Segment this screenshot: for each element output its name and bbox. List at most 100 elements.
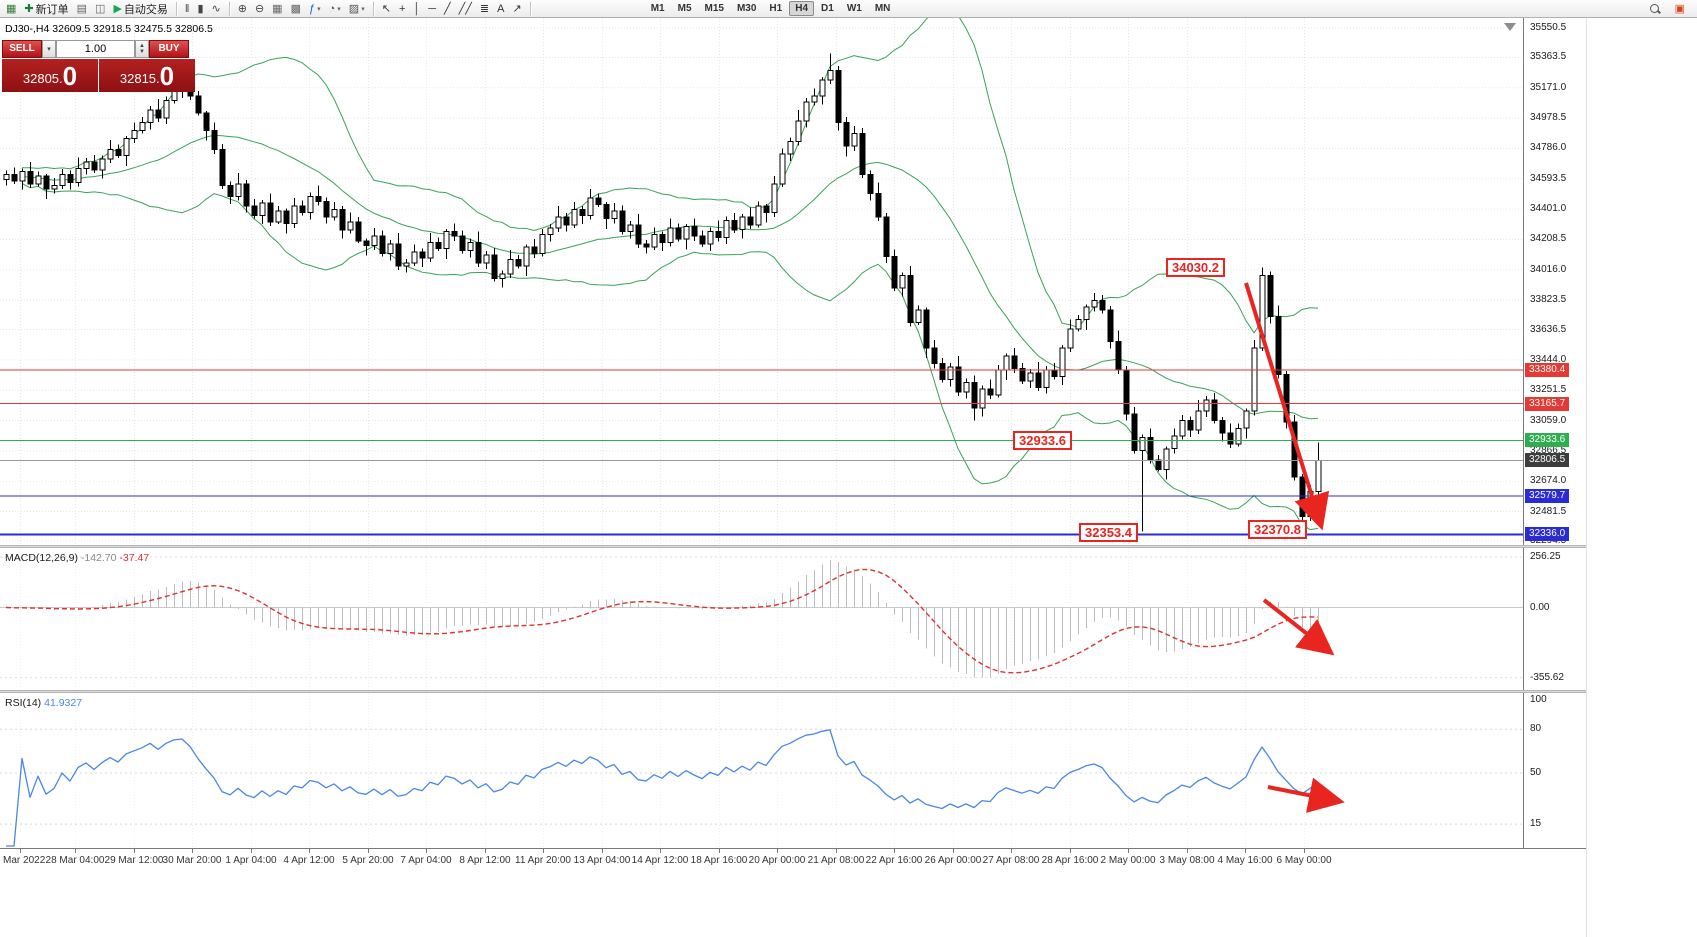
periods-button[interactable]: ◔ ▾	[325, 1, 345, 17]
symbol-ohlc-readout: DJ30-,H4 32609.5 32918.5 32475.5 32806.5	[5, 23, 213, 35]
arrange-windows-button[interactable]: ▩	[287, 1, 305, 17]
timeframe-mn-button[interactable]: MN	[869, 1, 897, 16]
crosshair-button[interactable]: +	[395, 1, 409, 17]
time-label: 27 Apr 08:00	[982, 855, 1040, 866]
auto-trading-button[interactable]: ▶ 自动交易	[109, 1, 171, 17]
panel-splitter[interactable]	[0, 690, 1586, 693]
macd-name: MACD(12,26,9)	[5, 552, 78, 564]
buy-button[interactable]: BUY	[149, 40, 189, 58]
timeframe-m15-button[interactable]: M15	[699, 1, 730, 16]
price-label: 33059.0	[1530, 414, 1567, 426]
rsi-label: RSI(14) 41.9327	[5, 697, 82, 709]
chart-candles-button[interactable]: ▮	[193, 1, 207, 17]
profiles-button[interactable]: ▤	[73, 1, 91, 17]
price-label: 34786.0	[1530, 142, 1567, 154]
sell-button[interactable]: SELL	[2, 40, 42, 58]
chart-candles-icon: ▮	[197, 2, 204, 15]
timeframe-h4-button[interactable]: H4	[789, 1, 815, 16]
one-click-trading-widget: SELL ▾ ▲▼ BUY 32805. 0 32815. 0	[2, 40, 195, 92]
timeframe-m5-button[interactable]: M5	[672, 1, 698, 16]
price-annotation[interactable]: 32933.6	[1013, 431, 1072, 450]
templates-button[interactable]: ▨ ▾	[345, 1, 369, 17]
periods-icon: ◔	[328, 2, 336, 15]
tile-windows-icon: ▦	[272, 2, 283, 15]
tile-windows-button[interactable]: ▦	[268, 1, 286, 17]
cursor-button[interactable]: ↖	[378, 1, 395, 17]
timeframe-w1-button[interactable]: W1	[841, 1, 868, 16]
notifications-button[interactable]: ▣	[1671, 1, 1689, 17]
chart-line-icon: ∿	[211, 2, 221, 15]
time-tick	[426, 849, 427, 853]
macd-panel[interactable]: MACD(12,26,9) -142.70 -37.47	[0, 548, 1523, 690]
trade-options-dropdown[interactable]: ▾	[42, 40, 56, 58]
time-tick	[192, 849, 193, 853]
buy-price-display[interactable]: 32815. 0	[99, 59, 195, 92]
market-watch-button[interactable]: ◫	[91, 1, 109, 17]
sell-price-main: 32805.	[22, 71, 63, 86]
time-label: 29 Mar 12:00	[104, 855, 164, 866]
indicators-button[interactable]: ƒ ▾	[305, 1, 325, 17]
volume-input[interactable]	[56, 40, 135, 58]
toolbar-buttons: ▦ ✚ 新订单 ▤ ◫ ▶ 自动交易 ‖ ▮ ∿ ⊕ ⊖ ▦ ▩ ƒ ▾ ◔ ▾ ▨ ▾ ↖ + │ ─ ╱ ╱╱ ≣ A ↗	[2, 0, 535, 17]
time-tick	[543, 849, 544, 853]
horizontal-line-button[interactable]: ─	[424, 1, 440, 17]
zoom-out-icon: ⊖	[254, 2, 265, 15]
stepper-down-icon[interactable]: ▼	[139, 49, 145, 55]
time-label: 6 May 00:00	[1276, 855, 1332, 866]
time-tick	[1128, 849, 1129, 853]
rsi-panel[interactable]: RSI(14) 41.9327	[0, 693, 1523, 848]
time-label: 3 Mar 2022	[0, 855, 46, 866]
new-chart-icon: ▦	[6, 2, 17, 15]
timeframe-m1-button[interactable]: M1	[645, 1, 671, 16]
channel-button[interactable]: ╱╱	[455, 1, 476, 17]
main-chart-panel[interactable]: DJ30-,H4 32609.5 32918.5 32475.5 32806.5…	[0, 18, 1523, 545]
text-label-button[interactable]: A	[493, 1, 508, 17]
chart-bars-button[interactable]: ‖	[181, 1, 194, 17]
macd-level-label: 0.00	[1530, 601, 1550, 613]
indicators-dropdown[interactable]: ▾	[317, 5, 321, 13]
trendline-button[interactable]: ╱	[440, 1, 455, 17]
timeframe-toolbar: M1 M5 M15 M30 H1 H4 D1 W1 MN	[645, 1, 897, 16]
arrows-tool-icon: ↗	[512, 2, 522, 15]
price-annotation[interactable]: 32353.4	[1079, 523, 1138, 542]
templates-dropdown[interactable]: ▾	[361, 5, 365, 13]
search-button[interactable]	[1645, 1, 1665, 17]
timeframe-m30-button[interactable]: M30	[731, 1, 762, 16]
chart-shift-marker	[1504, 23, 1516, 31]
rsi-canvas[interactable]	[0, 693, 1523, 848]
vertical-line-button[interactable]: │	[409, 1, 424, 17]
time-tick	[602, 849, 603, 853]
price-chart-canvas[interactable]	[0, 18, 1523, 545]
periods-dropdown[interactable]: ▾	[337, 5, 341, 13]
sell-price-display[interactable]: 32805. 0	[2, 59, 98, 92]
rsi-level-label: 100	[1530, 694, 1547, 705]
new-order-button[interactable]: ✚ 新订单	[20, 1, 72, 17]
text-label-icon: A	[497, 2, 505, 15]
zoom-in-button[interactable]: ⊕	[234, 1, 251, 17]
indicators-icon: ƒ	[308, 2, 316, 15]
time-tick	[1245, 849, 1246, 853]
buy-price-big-digit: 0	[159, 61, 175, 91]
price-label: 32866.5	[1530, 444, 1567, 456]
timeframe-h1-button[interactable]: H1	[763, 1, 788, 16]
volume-stepper[interactable]: ▲ ▼	[135, 40, 149, 58]
price-annotation[interactable]: 34030.2	[1166, 258, 1225, 277]
zoom-out-button[interactable]: ⊖	[251, 1, 268, 17]
price-annotation[interactable]: 32370.8	[1248, 520, 1307, 539]
timeframe-d1-button[interactable]: D1	[815, 1, 840, 16]
arrows-tool-button[interactable]: ↗	[508, 1, 525, 17]
chart-line-button[interactable]: ∿	[208, 1, 225, 17]
panel-splitter[interactable]	[0, 545, 1586, 548]
time-tick	[251, 849, 252, 853]
macd-canvas[interactable]	[0, 548, 1523, 690]
time-label: 18 Apr 16:00	[690, 855, 748, 866]
time-label: 28 Apr 16:00	[1041, 855, 1099, 866]
stepper-up-icon[interactable]: ▲	[139, 43, 145, 49]
time-label: 22 Apr 16:00	[865, 855, 923, 866]
fibonacci-button[interactable]: ≣	[476, 1, 493, 17]
toolbar-separator	[228, 1, 230, 16]
new-chart-button[interactable]: ▦	[2, 1, 20, 17]
price-scale[interactable]: 35550.5 35363.5 35171.0 34978.5 34786.0 34593…	[1523, 18, 1585, 848]
time-tick	[836, 849, 837, 853]
